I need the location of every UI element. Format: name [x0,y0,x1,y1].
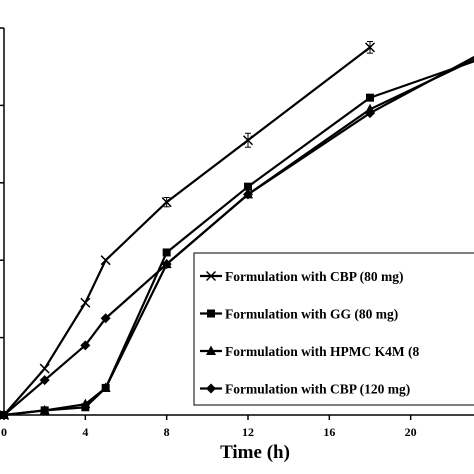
legend-label-3: Formulation with CBP (120 mg) [225,382,410,397]
legend-marker-1 [207,309,215,318]
x-tick-label-0: 0 [1,425,7,439]
point-3-4 [161,259,172,270]
series-line-2 [3,58,474,417]
point-3-2 [80,340,91,351]
x-tick-label-3: 12 [242,425,254,439]
x-tick-label-5: 20 [405,425,417,439]
point-3-1 [39,375,50,386]
legend-label-1: Formulation with GG (80 mg) [225,307,398,322]
point-2-2 [80,398,91,409]
point-0-1 [39,363,50,374]
series-markers [0,41,376,421]
x-tick-label-4: 16 [323,425,335,439]
point-3-5 [243,189,253,200]
point-0-2 [80,297,91,308]
series-line-3 [3,55,474,416]
x-ticks: 0 4 8 12 16 20 [1,415,417,439]
x-tick-label-1: 4 [82,425,88,439]
point-0-6 [364,42,376,53]
legend-marker-2 [206,345,216,355]
legend-marker-3 [206,383,216,394]
legend: Formulation with CBP (80 mg) Formulation … [193,252,474,406]
point-2-3 [100,382,111,392]
point-1-5 [244,182,252,191]
point-3-6 [365,108,375,119]
legend-box [193,252,474,406]
point-1-6 [366,93,374,102]
legend-label-0: Formulation with CBP (80 mg) [225,269,404,284]
point-2-1 [39,404,50,415]
point-0-5 [242,135,254,146]
point-0-3 [100,255,111,266]
point-1-4 [162,248,171,257]
x-tick-label-2: 8 [164,425,170,439]
x-axis-title: Time (h) [220,442,290,463]
legend-marker-0 [205,270,217,282]
point-3-0 [0,410,9,420]
legend-label-2: Formulation with HPMC K4M (8 [225,344,419,359]
point-0-4 [161,197,172,208]
point-3-3 [100,313,111,324]
axes [3,28,474,416]
